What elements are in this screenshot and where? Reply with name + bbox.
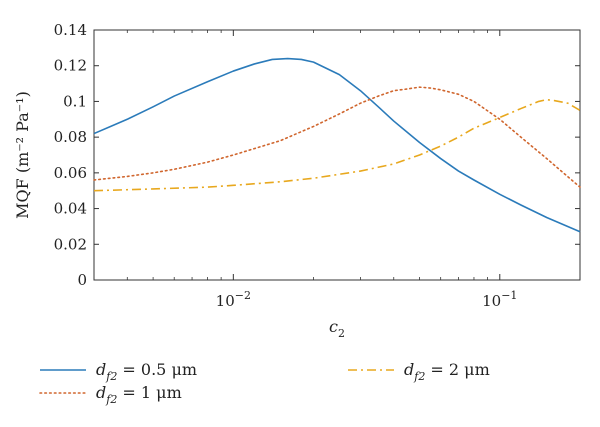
legend-item-2: df2 = 1 μm xyxy=(39,383,182,406)
y-tick-label: 0 xyxy=(77,271,87,289)
y-tick-label: 0.04 xyxy=(54,200,87,218)
x-axis-label: c2 xyxy=(329,317,345,340)
x-tick-label: 10−1 xyxy=(482,289,517,310)
series-line-1 xyxy=(93,57,581,233)
tick-labels: 0 0.02 0.04 0.06 0.08 0.1 0.12 0.14 10−2 10−1 xyxy=(54,21,518,310)
y-tick-label: 0.14 xyxy=(54,21,87,39)
y-tick-label: 0.12 xyxy=(54,57,87,75)
y-tick-label: 0.06 xyxy=(54,164,87,182)
legend-label: df2 = 1 μm xyxy=(96,383,182,406)
y-tick-label: 0.02 xyxy=(54,235,87,253)
axis-ticks xyxy=(93,29,581,281)
legend-item-1: df2 = 0.5 μm xyxy=(40,360,197,383)
y-tick-label: 0.08 xyxy=(54,128,87,146)
series-line-3 xyxy=(93,98,581,192)
plot-area xyxy=(93,29,581,281)
legend-label: df2 = 2 μm xyxy=(404,360,490,383)
x-tick-label: 10−2 xyxy=(216,289,251,310)
series-layer xyxy=(93,57,581,233)
y-axis-label: MQF (m⁻² Pa⁻¹) xyxy=(13,91,32,219)
series-line-2 xyxy=(93,86,581,188)
legend-item-3: df2 = 2 μm xyxy=(348,360,490,383)
y-tick-label: 0.1 xyxy=(63,92,87,110)
legend-label: df2 = 0.5 μm xyxy=(96,360,197,383)
